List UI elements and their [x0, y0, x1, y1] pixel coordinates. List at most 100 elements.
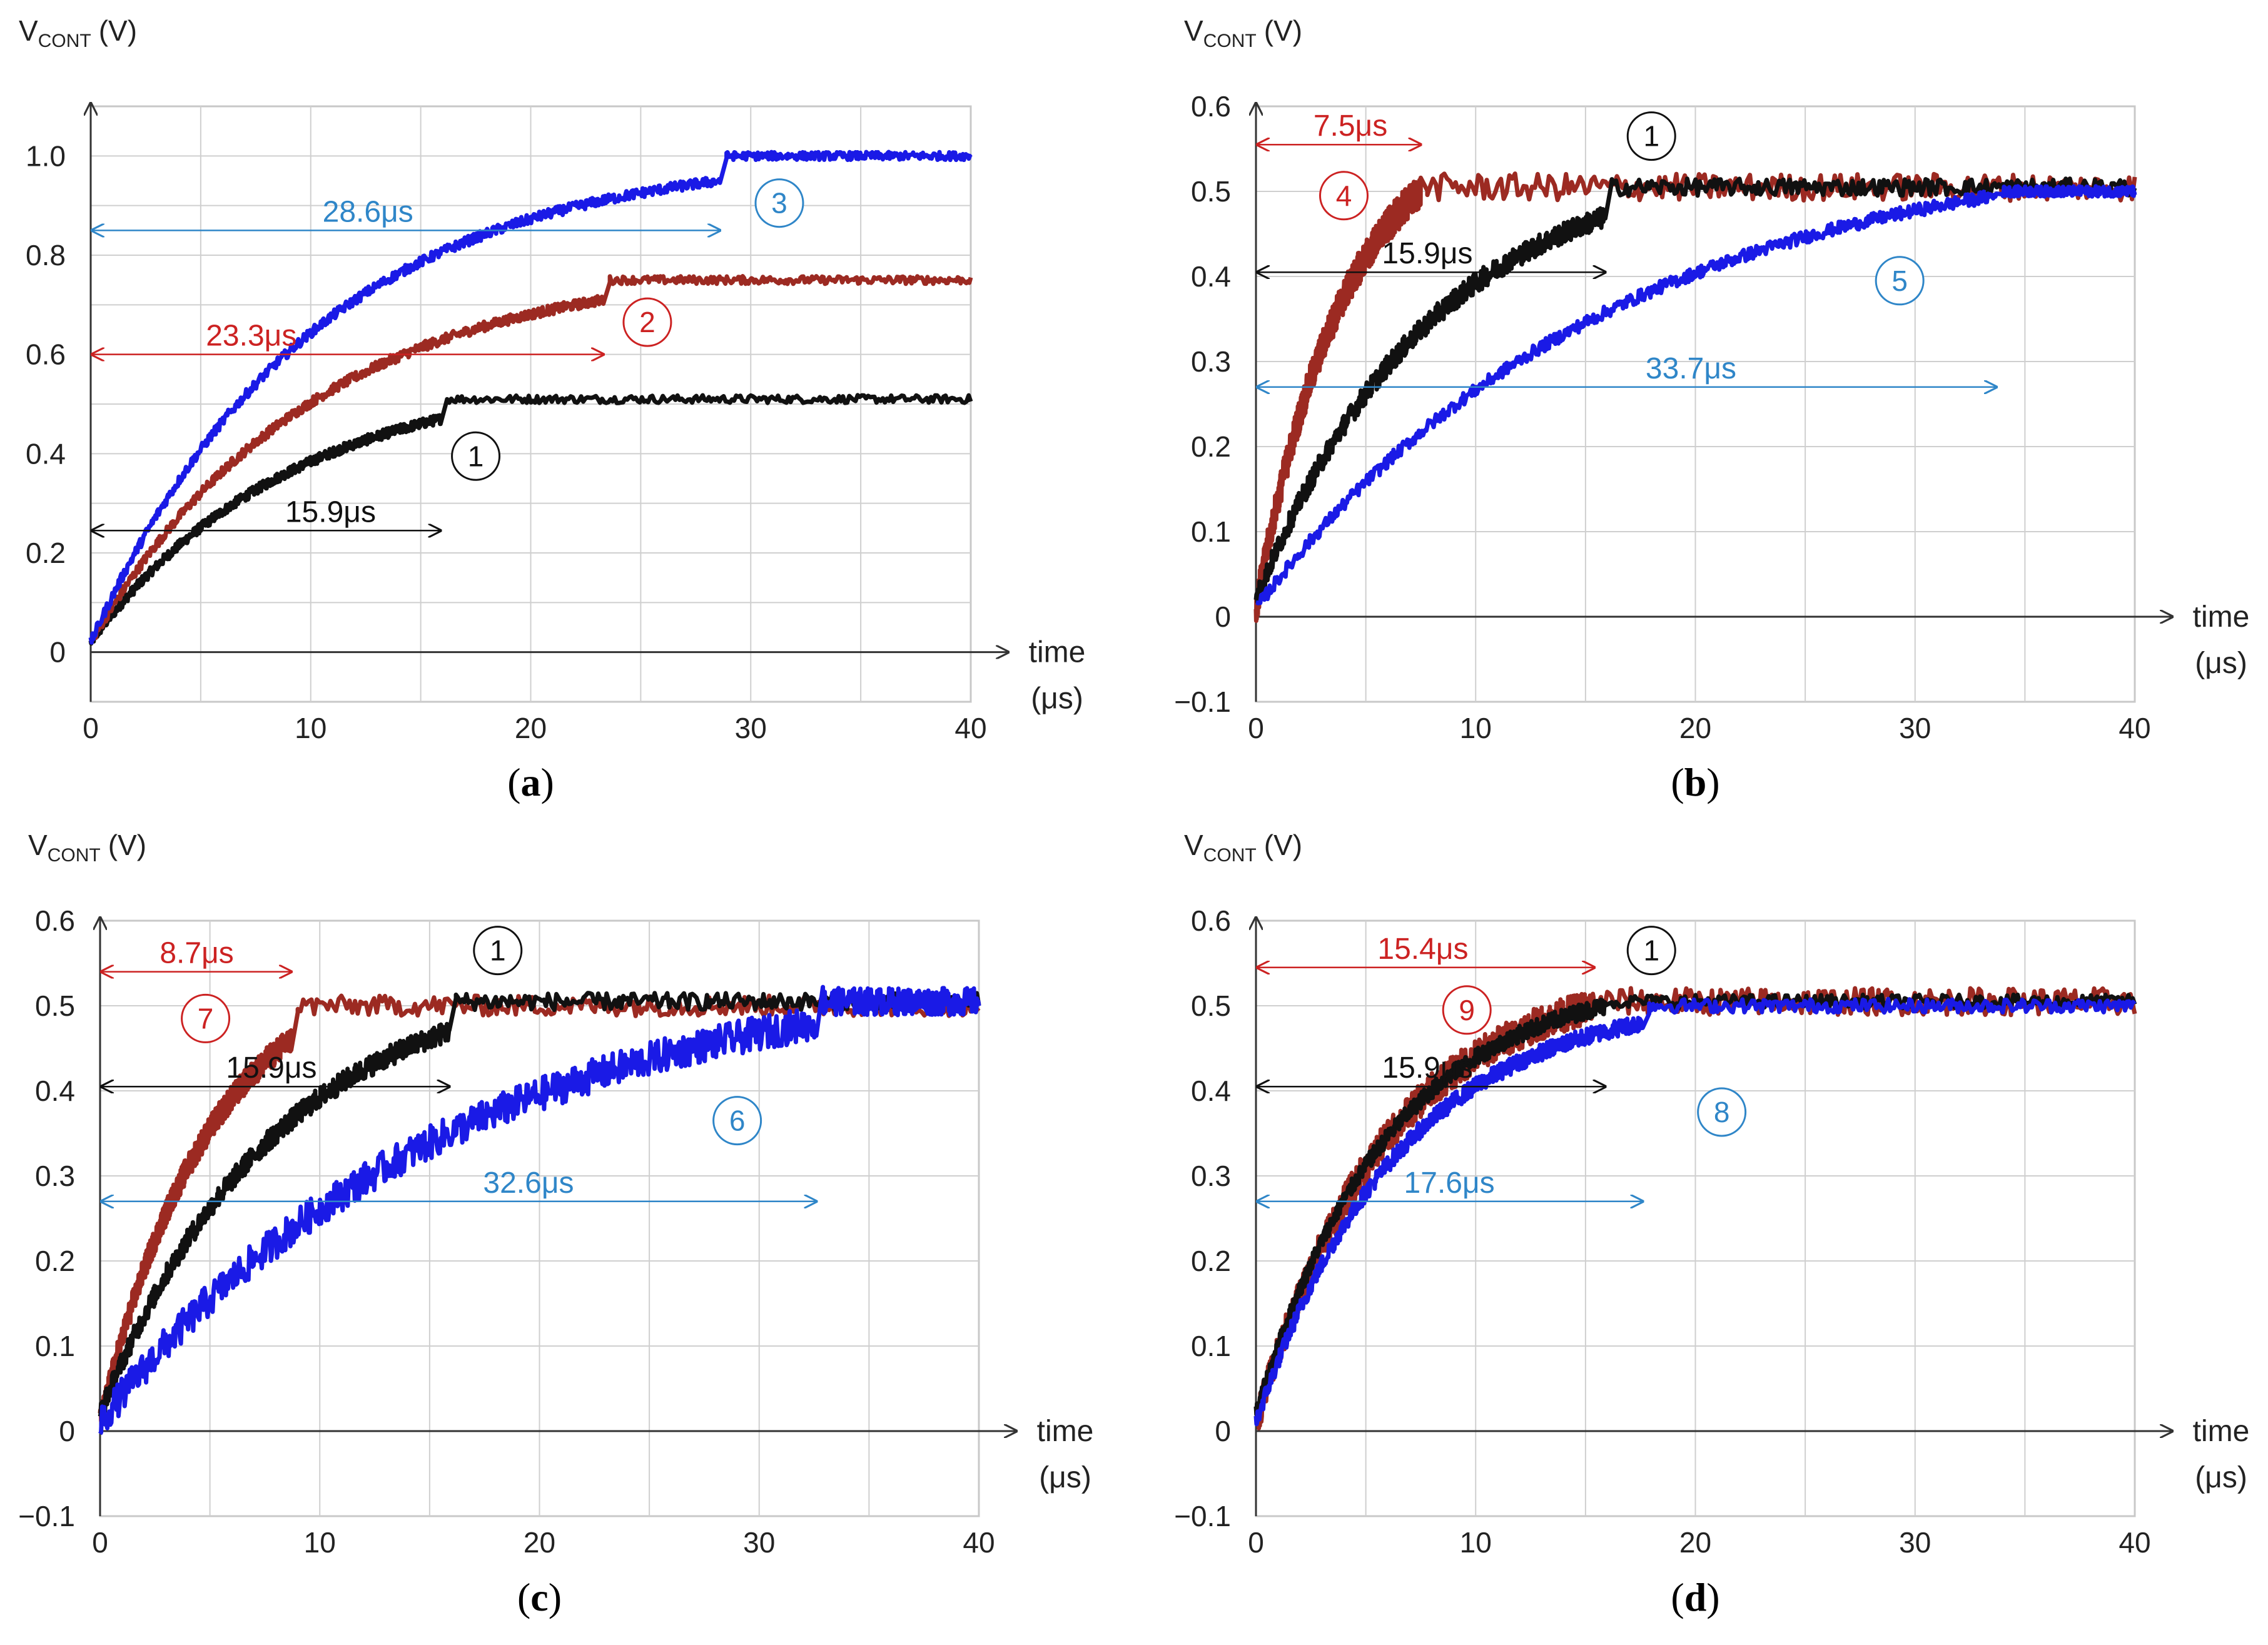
chart-panel-b: 7.5μs 15.9μs 33.7μs 4 1 5 0 10 20 30 40 −0.1 0 0.1 0.2…	[1174, 14, 2249, 804]
y-tick-label: 0.4	[26, 437, 66, 470]
y-tick-label: 0.2	[26, 537, 66, 569]
x-tick-label: 30	[743, 1526, 775, 1559]
y-tick-label: 0.4	[1191, 1075, 1231, 1107]
x-tick-label: 40	[963, 1526, 995, 1559]
duration-label: 7.5μs	[1314, 109, 1387, 143]
y-tick-label: −0.1	[18, 1500, 75, 1532]
x-tick-label: 30	[1899, 712, 1931, 744]
panel-label: (d)	[1671, 1575, 1719, 1619]
curve-marker-circle	[754, 178, 804, 228]
chart-panel-c: 8.7μs 15.9μs 32.6μs 7 1 6 0 10 20 30 40 −0.1 0 0.1 0.2…	[18, 829, 1093, 1619]
y-tick-label: 0.6	[1191, 90, 1231, 123]
series-line-5	[1255, 184, 2137, 605]
curve-marker-circle	[1626, 926, 1676, 976]
curve-marker-circle	[622, 297, 672, 347]
curve-marker-circle	[181, 993, 231, 1043]
series-line-2	[89, 274, 973, 644]
y-tick-label: 0	[49, 636, 66, 669]
curve-marker-label: 7	[198, 1002, 214, 1035]
series-line-8	[1253, 996, 2137, 1427]
series-line-1	[88, 393, 973, 646]
x-axis-label-time: time	[2193, 600, 2250, 634]
curve-marker-label: 1	[490, 934, 506, 967]
duration-label: 15.4μs	[1377, 933, 1468, 966]
y-axis-label: VCONT (V)	[1184, 829, 1302, 866]
x-tick-label: 0	[92, 1526, 108, 1559]
x-tick-label: 0	[1248, 1526, 1264, 1559]
duration-label: 15.9μs	[285, 495, 376, 529]
y-tick-label: 0.4	[35, 1075, 75, 1107]
x-tick-label: 10	[1460, 1526, 1492, 1559]
panel-label: (b)	[1671, 760, 1719, 804]
duration-label: 23.3μs	[206, 320, 296, 353]
y-axis-label: VCONT (V)	[1184, 14, 1302, 51]
chart-panel-d: 15.4μs 15.9μs 17.6μs 1 9 8 0 10 20 30 40 −0.1 0 0.1 0.…	[1174, 829, 2249, 1619]
y-tick-label: 0.5	[35, 990, 75, 1022]
duration-label: 32.6μs	[483, 1167, 574, 1200]
y-tick-label: 0.1	[1191, 1330, 1231, 1362]
y-tick-label: 0.2	[1191, 430, 1231, 463]
curve-marker-circle	[473, 926, 523, 976]
y-tick-label: 0.2	[1191, 1245, 1231, 1277]
curve-marker-circle	[1697, 1087, 1747, 1137]
y-tick-label: −0.1	[1174, 686, 1231, 718]
curve-marker-label: 4	[1336, 180, 1352, 212]
x-tick-label: 0	[83, 712, 99, 744]
duration-label: 8.7μs	[159, 937, 233, 970]
y-tick-label: 0.4	[1191, 260, 1231, 293]
y-axis-label: VCONT (V)	[19, 14, 137, 51]
x-tick-label: 0	[1248, 712, 1264, 744]
y-tick-label: 0.2	[35, 1245, 75, 1277]
curve-marker-circle	[712, 1096, 762, 1146]
y-tick-label: 0	[1215, 1415, 1231, 1447]
curve-marker-circle	[1319, 171, 1369, 221]
y-tick-label: 0.1	[35, 1330, 75, 1362]
curve-marker-label: 2	[639, 306, 656, 338]
y-tick-label: 0.6	[35, 904, 75, 937]
y-axis-label: VCONT (V)	[28, 829, 146, 866]
curve-marker-circle	[1442, 985, 1492, 1035]
duration-label: 33.7μs	[1646, 352, 1736, 385]
x-axis-label-unit: (μs)	[1039, 1461, 1091, 1494]
x-tick-label: 30	[735, 712, 767, 744]
x-tick-label: 30	[1899, 1526, 1931, 1559]
x-axis-label-time: time	[1029, 636, 1086, 669]
curve-marker-circle	[451, 431, 501, 481]
y-tick-label: 0.3	[1191, 1160, 1231, 1192]
y-tick-label: 0.3	[1191, 345, 1231, 378]
x-tick-label: 20	[515, 712, 547, 744]
x-tick-label: 20	[1679, 712, 1711, 744]
panel-label: (a)	[507, 760, 554, 804]
duration-label: 15.9μs	[1382, 237, 1472, 270]
x-tick-label: 10	[304, 1526, 336, 1559]
y-tick-label: 0	[59, 1415, 75, 1447]
y-tick-label: 0.8	[26, 239, 66, 271]
x-axis-label-unit: (μs)	[2195, 1461, 2247, 1494]
x-tick-label: 10	[295, 712, 327, 744]
y-tick-label: 0.5	[1191, 990, 1231, 1022]
x-axis-label-time: time	[1037, 1415, 1094, 1448]
y-tick-label: 0.6	[1191, 904, 1231, 937]
x-axis-label-unit: (μs)	[1031, 682, 1083, 716]
y-tick-label: 1.0	[26, 139, 66, 172]
curve-marker-label: 6	[729, 1105, 746, 1137]
duration-label: 28.6μs	[323, 195, 413, 228]
curve-marker-label: 5	[1891, 265, 1908, 297]
x-tick-label: 10	[1460, 712, 1492, 744]
y-tick-label: −0.1	[1174, 1500, 1231, 1532]
y-tick-label: 0.5	[1191, 175, 1231, 208]
x-axis-label-time: time	[2193, 1415, 2250, 1448]
curve-marker-label: 9	[1459, 994, 1475, 1026]
y-tick-label: 0	[1215, 600, 1231, 633]
curve-marker-circle	[1875, 256, 1925, 306]
y-tick-label: 0.6	[26, 338, 66, 371]
duration-label: 17.6μs	[1404, 1167, 1495, 1200]
curve-marker-label: 3	[771, 187, 787, 220]
x-tick-label: 20	[1679, 1526, 1711, 1559]
x-tick-label: 40	[2119, 1526, 2150, 1559]
x-tick-label: 20	[524, 1526, 555, 1559]
y-tick-label: 0.3	[35, 1160, 75, 1192]
series-line-1	[1253, 176, 2137, 604]
